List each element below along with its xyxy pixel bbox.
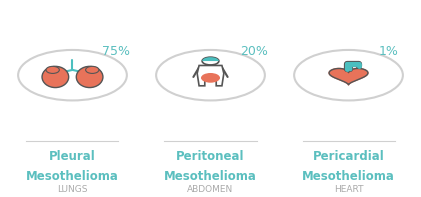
Circle shape — [294, 50, 403, 100]
Text: Pleural: Pleural — [49, 150, 96, 163]
Text: 75%: 75% — [102, 46, 131, 59]
Text: Peritoneal: Peritoneal — [176, 150, 245, 163]
Ellipse shape — [76, 66, 103, 87]
Circle shape — [202, 57, 219, 65]
Text: Mesothelioma: Mesothelioma — [164, 170, 257, 183]
Ellipse shape — [42, 66, 69, 87]
Ellipse shape — [85, 66, 99, 73]
Polygon shape — [329, 69, 368, 85]
Text: Mesothelioma: Mesothelioma — [302, 170, 395, 183]
Text: Mesothelioma: Mesothelioma — [26, 170, 119, 183]
Circle shape — [156, 50, 265, 100]
Ellipse shape — [46, 66, 59, 73]
Ellipse shape — [201, 73, 220, 83]
Text: Pericardial: Pericardial — [313, 150, 384, 163]
Text: 1%: 1% — [378, 46, 398, 59]
Polygon shape — [197, 65, 224, 86]
Text: 20%: 20% — [240, 46, 268, 59]
Wedge shape — [202, 57, 219, 61]
Text: ABDOMEN: ABDOMEN — [187, 185, 234, 194]
Text: LUNGS: LUNGS — [57, 185, 88, 194]
Text: HEART: HEART — [334, 185, 363, 194]
Circle shape — [18, 50, 127, 100]
